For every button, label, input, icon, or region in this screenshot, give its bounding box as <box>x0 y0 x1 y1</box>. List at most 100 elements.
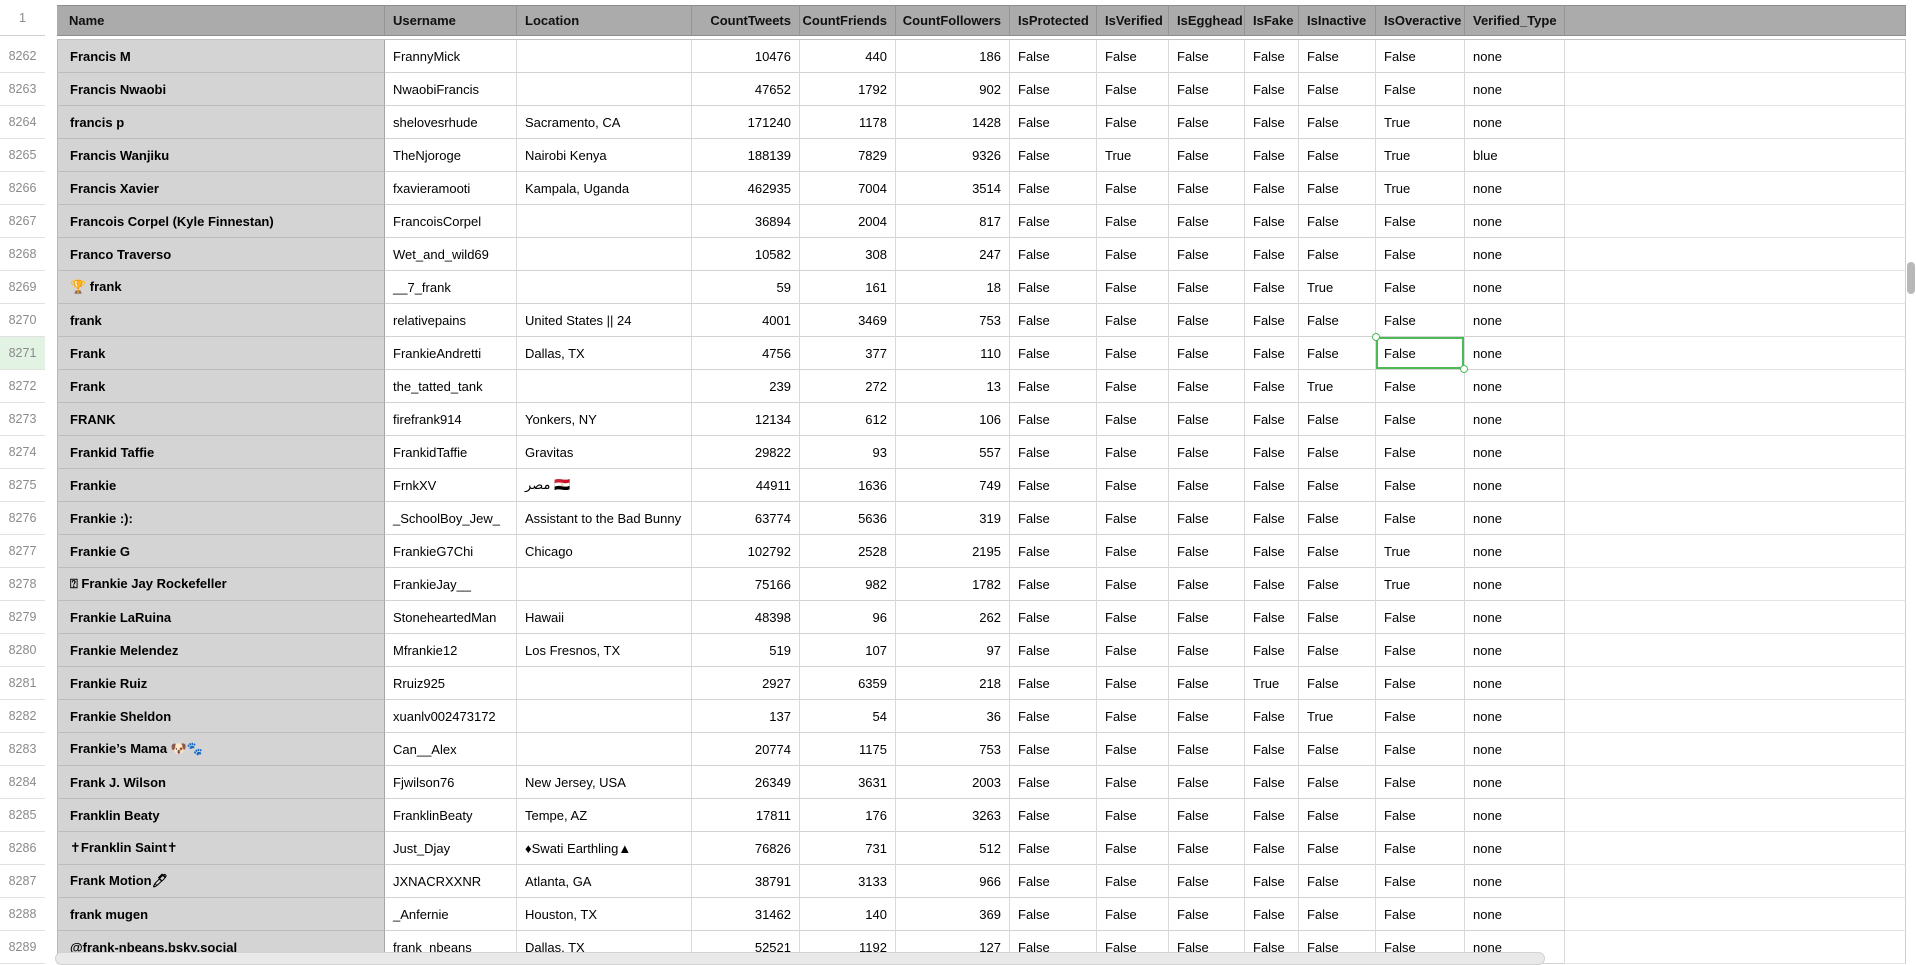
cell-verified[interactable]: False <box>1097 799 1169 832</box>
cell-fake[interactable]: False <box>1245 304 1299 337</box>
cell-username[interactable]: FranklinBeaty <box>385 799 517 832</box>
cell-inactive[interactable]: False <box>1299 568 1376 601</box>
row-number[interactable]: 8289 <box>0 931 45 964</box>
cell-verified[interactable]: False <box>1097 271 1169 304</box>
cell-egghead[interactable]: False <box>1169 73 1245 106</box>
cell-blank[interactable] <box>1565 337 1906 370</box>
cell-verified[interactable]: False <box>1097 40 1169 73</box>
cell-fake[interactable]: False <box>1245 436 1299 469</box>
cell-egghead[interactable]: False <box>1169 667 1245 700</box>
row-1-number[interactable]: 1 <box>0 0 45 36</box>
cell-verified[interactable]: False <box>1097 205 1169 238</box>
cell-verified[interactable]: False <box>1097 238 1169 271</box>
cell-location[interactable]: مصر 🇪🇬 <box>517 469 692 502</box>
horizontal-scrollbar-thumb[interactable] <box>55 952 1545 965</box>
cell-blank[interactable] <box>1565 502 1906 535</box>
cell-blank[interactable] <box>1565 535 1906 568</box>
cell-location[interactable]: Chicago <box>517 535 692 568</box>
cell-overactive[interactable]: False <box>1376 403 1465 436</box>
cell-friends[interactable]: 308 <box>800 238 896 271</box>
cell-overactive[interactable]: True <box>1376 106 1465 139</box>
cell-tweets[interactable]: 17811 <box>692 799 800 832</box>
cell-protected[interactable]: False <box>1010 799 1097 832</box>
cell-fake[interactable]: False <box>1245 865 1299 898</box>
cell-location[interactable]: New Jersey, USA <box>517 766 692 799</box>
row-number[interactable]: 8285 <box>0 799 45 832</box>
cell-verified_type[interactable]: none <box>1465 601 1565 634</box>
cell-protected[interactable]: False <box>1010 172 1097 205</box>
cell-verified_type[interactable]: none <box>1465 667 1565 700</box>
cell-overactive[interactable]: False <box>1376 700 1465 733</box>
cell-verified_type[interactable]: none <box>1465 238 1565 271</box>
cell-friends[interactable]: 140 <box>800 898 896 931</box>
cell-egghead[interactable]: False <box>1169 799 1245 832</box>
cell-protected[interactable]: False <box>1010 73 1097 106</box>
cell-fake[interactable]: False <box>1245 502 1299 535</box>
cell-name[interactable]: Francis M <box>57 40 385 73</box>
row-number[interactable]: 8282 <box>0 700 45 733</box>
cell-name[interactable]: Francis Xavier <box>57 172 385 205</box>
cell-fake[interactable]: False <box>1245 535 1299 568</box>
cell-username[interactable]: relativepains <box>385 304 517 337</box>
cell-verified[interactable]: False <box>1097 766 1169 799</box>
column-header-username[interactable]: Username <box>385 5 517 36</box>
row-number[interactable]: 8277 <box>0 535 45 568</box>
cell-location[interactable]: Kampala, Uganda <box>517 172 692 205</box>
cell-egghead[interactable]: False <box>1169 502 1245 535</box>
cell-overactive[interactable]: False <box>1376 238 1465 271</box>
cell-name[interactable]: Frank <box>57 337 385 370</box>
row-number[interactable]: 8280 <box>0 634 45 667</box>
cell-blank[interactable] <box>1565 238 1906 271</box>
cell-tweets[interactable]: 239 <box>692 370 800 403</box>
cell-blank[interactable] <box>1565 469 1906 502</box>
cell-inactive[interactable]: False <box>1299 403 1376 436</box>
cell-verified_type[interactable]: none <box>1465 898 1565 931</box>
cell-inactive[interactable]: True <box>1299 700 1376 733</box>
cell-name[interactable]: Frankie Sheldon <box>57 700 385 733</box>
cell-name[interactable]: Frankie G <box>57 535 385 568</box>
cell-location[interactable] <box>517 205 692 238</box>
cell-verified[interactable]: False <box>1097 403 1169 436</box>
cell-name[interactable]: FRANK <box>57 403 385 436</box>
cell-verified[interactable]: False <box>1097 469 1169 502</box>
cell-inactive[interactable]: False <box>1299 172 1376 205</box>
cell-egghead[interactable]: False <box>1169 271 1245 304</box>
cell-protected[interactable]: False <box>1010 469 1097 502</box>
cell-followers[interactable]: 2195 <box>896 535 1010 568</box>
cell-followers[interactable]: 186 <box>896 40 1010 73</box>
cell-location[interactable]: Los Fresnos, TX <box>517 634 692 667</box>
cell-name[interactable]: ⍰ Frankie Jay Rockefeller <box>57 568 385 601</box>
row-number[interactable]: 8276 <box>0 502 45 535</box>
cell-egghead[interactable]: False <box>1169 766 1245 799</box>
cell-friends[interactable]: 1792 <box>800 73 896 106</box>
cell-blank[interactable] <box>1565 733 1906 766</box>
cell-friends[interactable]: 5636 <box>800 502 896 535</box>
cell-verified_type[interactable]: none <box>1465 337 1565 370</box>
cell-inactive[interactable]: False <box>1299 898 1376 931</box>
cell-username[interactable]: __7_frank <box>385 271 517 304</box>
cell-friends[interactable]: 93 <box>800 436 896 469</box>
cell-followers[interactable]: 753 <box>896 304 1010 337</box>
cell-followers[interactable]: 110 <box>896 337 1010 370</box>
cell-fake[interactable]: False <box>1245 634 1299 667</box>
cell-blank[interactable] <box>1565 436 1906 469</box>
cell-tweets[interactable]: 36894 <box>692 205 800 238</box>
cell-blank[interactable] <box>1565 106 1906 139</box>
cell-blank[interactable] <box>1565 172 1906 205</box>
selection-handle[interactable] <box>1460 365 1468 373</box>
cell-username[interactable]: TheNjoroge <box>385 139 517 172</box>
cell-tweets[interactable]: 4756 <box>692 337 800 370</box>
cell-protected[interactable]: False <box>1010 601 1097 634</box>
row-number[interactable]: 8267 <box>0 205 45 238</box>
cell-location[interactable]: Houston, TX <box>517 898 692 931</box>
cell-location[interactable] <box>517 700 692 733</box>
cell-location[interactable] <box>517 568 692 601</box>
cell-verified_type[interactable]: none <box>1465 271 1565 304</box>
cell-protected[interactable]: False <box>1010 337 1097 370</box>
cell-verified_type[interactable]: none <box>1465 766 1565 799</box>
cell-tweets[interactable]: 31462 <box>692 898 800 931</box>
cell-overactive[interactable]: False <box>1376 898 1465 931</box>
cell-fake[interactable]: False <box>1245 700 1299 733</box>
cell-protected[interactable]: False <box>1010 700 1097 733</box>
cell-username[interactable]: Mfrankie12 <box>385 634 517 667</box>
